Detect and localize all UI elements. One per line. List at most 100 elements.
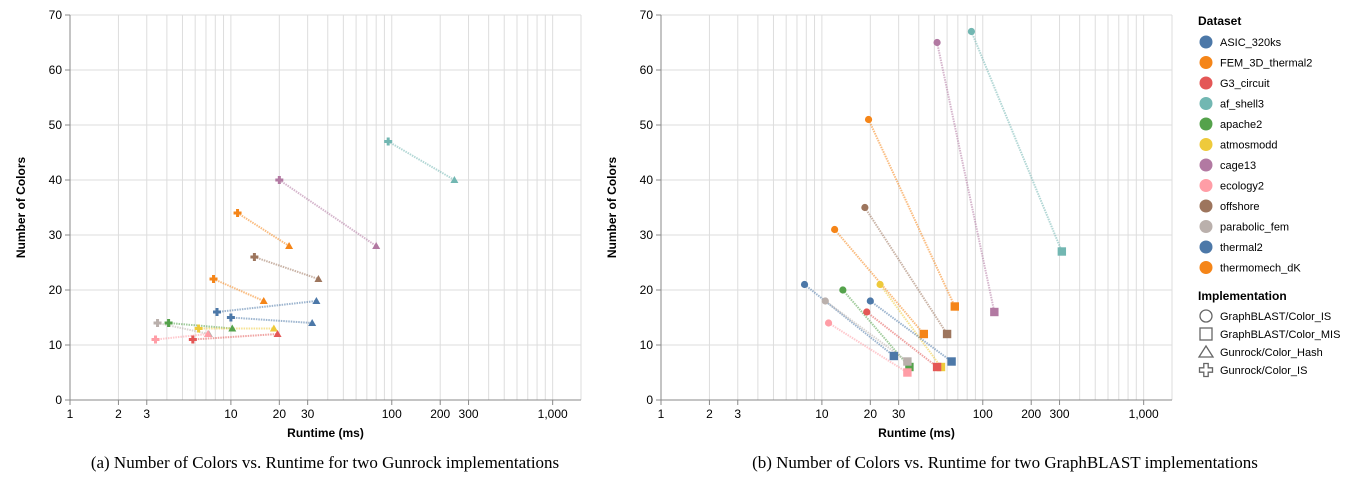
data-point (903, 368, 912, 377)
data-point (259, 297, 268, 304)
connector-line (254, 256, 319, 280)
data-point (209, 275, 218, 283)
data-point (226, 313, 235, 322)
data-point (889, 351, 899, 361)
legend-shape-cross-icon (1198, 362, 1214, 378)
data-point (990, 307, 999, 317)
y-tick-label: 30 (640, 228, 654, 242)
data-point (308, 319, 317, 326)
data-point (839, 286, 847, 294)
data-point (188, 335, 197, 344)
data-point (933, 38, 941, 47)
data-point (450, 176, 459, 183)
y-axis-title: Number of Colors (605, 157, 619, 259)
legend-label: apache2 (1220, 119, 1262, 131)
x-tick-label: 20 (864, 407, 878, 421)
connector-line (213, 278, 265, 302)
data-point (800, 280, 809, 289)
data-point (250, 253, 259, 261)
x-tick-label: 1 (658, 407, 665, 421)
x-tick-label: 300 (1050, 407, 1070, 421)
x-axis-title: Runtime (ms) (878, 426, 955, 440)
y-tick-label: 50 (49, 118, 63, 132)
x-tick-label: 3 (143, 407, 150, 421)
y-tick-label: 20 (49, 283, 63, 297)
x-tick-label: 30 (301, 407, 315, 421)
legend-label: ASIC_320ks (1220, 37, 1282, 49)
y-tick-label: 10 (49, 338, 63, 352)
data-point (275, 176, 284, 184)
legend-shape-circle-icon (1199, 309, 1213, 323)
legend: Dataset ASIC_320ks FEM_3D_thermal2 G3_circu… (1197, 14, 1340, 378)
connector-line (867, 119, 956, 307)
connector-line (842, 289, 911, 368)
data-point (194, 324, 203, 333)
legend-swatch (1199, 138, 1213, 151)
legend-label: Gunrock/Color_IS (1220, 365, 1307, 377)
x-tick-label: 300 (459, 407, 479, 421)
x-tick-label: 10 (224, 407, 238, 421)
data-point (151, 335, 160, 344)
legend-swatch (1199, 35, 1213, 49)
connector-line (864, 206, 948, 335)
x-tick-label: 100 (973, 407, 993, 421)
legend-swatch (1199, 97, 1213, 110)
connector-line (192, 333, 278, 341)
data-point (942, 329, 952, 339)
connector-line (803, 283, 895, 357)
data-point (947, 357, 956, 366)
y-tick-label: 50 (640, 118, 654, 132)
legend-label: ecology2 (1220, 181, 1264, 193)
y-tick-label: 10 (640, 338, 654, 352)
data-point (372, 242, 381, 249)
y-tick-label: 30 (49, 228, 63, 242)
connector-line (869, 300, 953, 363)
connector-line (387, 140, 455, 181)
legend-label: cage13 (1220, 160, 1256, 172)
data-point (203, 330, 212, 337)
legend-label: thermomech_dK (1220, 263, 1301, 275)
data-point (932, 362, 942, 372)
legend-label: GraphBLAST/Color_IS (1220, 311, 1331, 323)
data-point (233, 209, 242, 217)
legend-title: Dataset (1198, 14, 1241, 28)
legend-label: Gunrock/Color_Hash (1220, 347, 1323, 359)
legend-swatch (1199, 158, 1213, 172)
data-point (153, 319, 162, 327)
data-point (864, 115, 873, 124)
data-point (269, 324, 278, 332)
x-tick-label: 2 (115, 407, 122, 421)
x-tick-label: 30 (892, 407, 906, 421)
data-point (903, 357, 912, 366)
data-point (821, 297, 829, 305)
data-point (905, 362, 914, 372)
data-point (285, 242, 294, 249)
legend-swatch (1199, 117, 1213, 131)
data-point (861, 203, 869, 212)
connector-line (216, 300, 317, 313)
chart-b: 0 10 20 30 40 50 60 70 1 2 3 10 20 30 100 200 300 1,000 Ru… (605, 8, 1173, 440)
y-tick-label: 70 (640, 8, 654, 22)
connector-line (278, 179, 377, 247)
x-tick-label: 2 (706, 407, 713, 421)
data-point (213, 308, 222, 316)
y-tick-label: 70 (49, 8, 63, 22)
legend-title: Implementation (1198, 289, 1287, 303)
y-tick-label: 40 (49, 173, 63, 187)
legend-shape-triangle-icon (1197, 344, 1215, 358)
connector-line (824, 300, 908, 363)
caption-a: (a) Number of Colors vs. Runtime for two… (91, 453, 559, 472)
x-tick-label: 10 (815, 407, 829, 421)
data-point (967, 27, 976, 36)
legend-swatch (1199, 179, 1213, 192)
y-tick-label: 0 (646, 393, 653, 407)
connector-line (157, 322, 210, 335)
data-point (384, 137, 393, 146)
y-tick-label: 60 (49, 63, 63, 77)
legend-label: parabolic_fem (1220, 222, 1289, 234)
data-point (950, 302, 959, 311)
data-point (228, 324, 237, 332)
chart-a: 0 10 20 30 40 50 60 70 1 2 3 10 20 30 100 200 300 1,000 Ru… (14, 8, 582, 440)
data-point (831, 225, 839, 234)
